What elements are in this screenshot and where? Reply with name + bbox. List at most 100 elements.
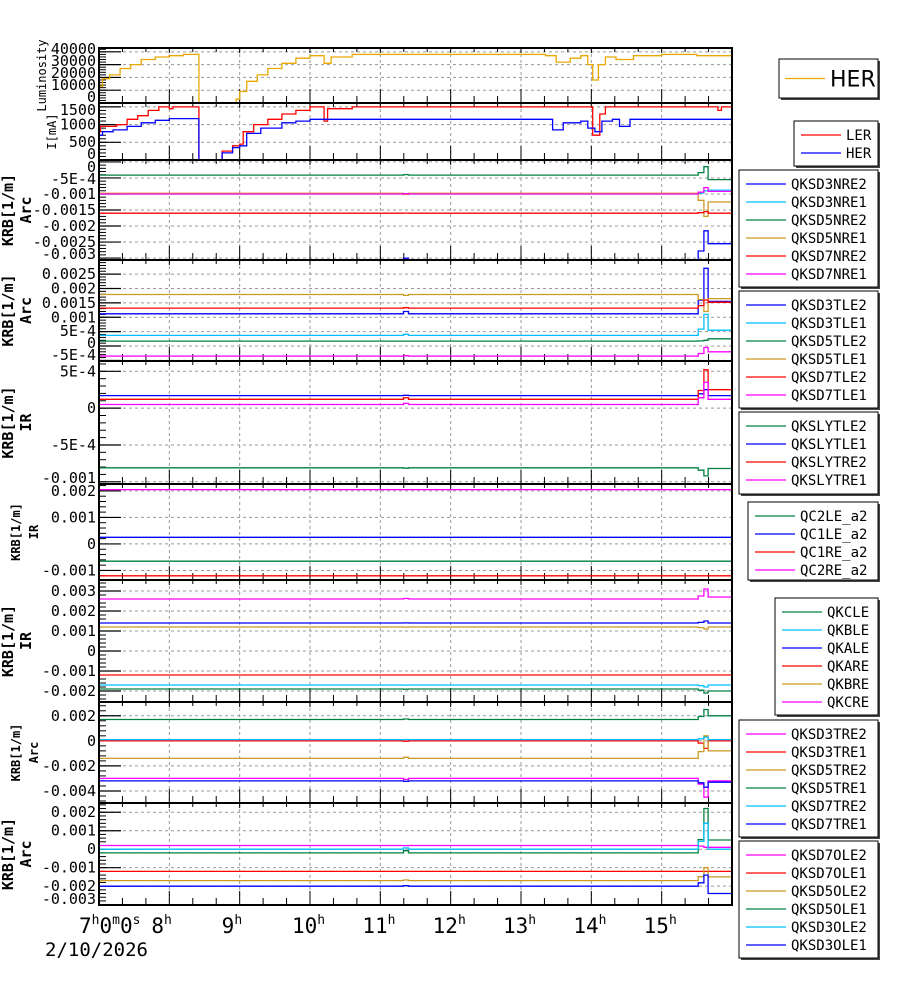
- legend-label: QKSD5OLE2: [791, 884, 867, 900]
- series-line-QKSD5TLE2: [99, 338, 732, 342]
- y-tick-label: 10000: [51, 76, 96, 94]
- legend-label: QC1RE_a2: [800, 545, 867, 561]
- series-line-QKSLYTLE2: [99, 467, 732, 477]
- series-line-QKSD3TRE2: [99, 777, 732, 798]
- legend-label: QKSD7TRE1: [791, 817, 867, 833]
- legend-label: QKSLYTRE1: [791, 473, 867, 489]
- panel-ir-qk: 0.003 0.002 0.001 0 -0.001 -0.002 KRB[1/m] IR: [0, 579, 733, 703]
- y-tick-label: 0.001: [51, 508, 96, 526]
- series-line-QKSD7NRE2: [99, 210, 732, 214]
- legend-label: QKSD5NRE1: [791, 231, 867, 247]
- x-tick-label: 7h0m0s: [79, 913, 140, 938]
- legend-box: [738, 840, 879, 959]
- series-line-QKSD3TLE2: [99, 267, 732, 315]
- series-line-QKSD5TLE1: [99, 293, 732, 313]
- legend-box: [738, 169, 879, 288]
- y-tick-label: -5E-4: [51, 436, 96, 454]
- x-axis-labels: 7h0m0s 8h 9h 10h 11h 12h 13h 14h 15h 2/10/2026: [45, 913, 677, 961]
- legend-label: QKSD7TLE2: [791, 370, 867, 386]
- series-line-QKSD5OLE1: [99, 807, 732, 854]
- legend-label: QKSD7TRE2: [791, 799, 867, 815]
- y-axis-title: KRB[1/m]: [0, 174, 17, 246]
- legend-label: QKSD3NRE2: [791, 177, 867, 193]
- panel-frame: [98, 579, 733, 703]
- y-axis-title: KRB[1/m]: [0, 605, 17, 677]
- y-axis-title: Luminosity: [35, 39, 49, 111]
- y-tick-label: 0: [87, 642, 96, 660]
- x-tick-label: 10h: [292, 913, 325, 938]
- legend-label: QKSD3OLE2: [791, 920, 867, 936]
- y-axis-title: KRB[1/m]: [0, 818, 17, 890]
- y-tick-label: 0: [87, 535, 96, 553]
- y-tick-label: -0.001: [42, 469, 96, 487]
- y-tick-label: -5E-4: [51, 346, 96, 364]
- legend-box: [738, 290, 879, 409]
- y-axis-title: IR: [17, 413, 35, 432]
- y-axis-title: Arc: [17, 840, 35, 867]
- y-tick-label: 0.002: [51, 803, 96, 821]
- legend-label: QC2RE_a2: [800, 563, 867, 579]
- y-tick-label: -0.001: [42, 561, 96, 579]
- legend-label: QKBLE: [827, 623, 869, 639]
- x-tick-label: 13h: [503, 913, 536, 938]
- legend-label: LER: [846, 128, 872, 144]
- series-line-HER: [99, 117, 732, 160]
- y-axis-title: KRB[1/m]: [9, 503, 23, 561]
- legend-label: HER: [846, 146, 872, 162]
- y-tick-label: 40000: [51, 40, 96, 58]
- legend-label: QC1LE_a2: [800, 527, 867, 543]
- y-tick-label: 0.002: [51, 482, 96, 500]
- panel-arc-nr: 0-5E-4-0.001-0.0015-0.002-0.0025-0.003 KR…: [0, 158, 733, 263]
- y-tick-label: -0.001: [42, 859, 96, 877]
- legend-arc-nr: QKSD3NRE2 QKSD3NRE1 QKSD5NRE2 QKSD5NRE1 QKSD…: [738, 169, 880, 289]
- legend-label: QKSD5OLE1: [791, 902, 867, 918]
- series-line-QKALE: [99, 620, 732, 624]
- y-tick-label: 0: [87, 840, 96, 858]
- panel-frame: [98, 802, 733, 906]
- y-tick-label: 0: [87, 732, 96, 750]
- legend-label: QKSD5TRE1: [791, 781, 867, 797]
- legend-label: QKCLE: [827, 605, 869, 621]
- y-tick-label: 0: [87, 145, 96, 163]
- legend-arc-ol: QKSD7OLE2 QKSD7OLE1 QKSD5OLE2 QKSD5OLE1 QKSD…: [738, 840, 880, 960]
- series-line-QKSLYTRE1: [99, 381, 732, 406]
- panel-frame: [98, 360, 733, 485]
- y-tick-label: -0.002: [42, 682, 96, 700]
- series-line-QKSD5TRE2: [99, 735, 732, 760]
- x-tick-label: 11h: [362, 913, 395, 938]
- legend-label: QKSD3TLE1: [791, 316, 867, 332]
- series-line-QKSD7TRE2: [99, 736, 732, 741]
- y-axis-title: KRB[1/m]: [0, 386, 17, 458]
- y-tick-label: 1000: [60, 116, 96, 134]
- legend-label: QKSD7OLE1: [791, 866, 867, 882]
- y-axis-title: I[mA]: [45, 113, 59, 149]
- series-line-QKSLYTRE2: [99, 369, 732, 400]
- panel-arc-tr: 0.002 0 -0.002 -0.004 KRB[1/m] Arc: [9, 701, 733, 804]
- series-line-QKSD3TRE1: [99, 740, 732, 750]
- legend-box: [738, 719, 879, 838]
- y-tick-label: 0.0015: [42, 294, 96, 312]
- y-tick-label: -5E-4: [51, 170, 96, 188]
- legend-luminosity: HER: [778, 58, 880, 100]
- y-tick-label: -0.0025: [33, 233, 96, 251]
- legend-arc-tr: QKSD3TRE2 QKSD3TRE1 QKSD5TRE2 QKSD5TRE1 QKSD…: [738, 719, 880, 839]
- series-line-QKSD7TRE1: [99, 780, 732, 788]
- y-tick-label: 5E-4: [60, 362, 96, 380]
- legend-label: QKSLYTLE1: [791, 437, 867, 453]
- legend-label: QKSD5TLE2: [791, 334, 867, 350]
- series-line-QKSD7OLE2: [99, 844, 732, 848]
- y-tick-label: -0.003: [42, 245, 96, 263]
- y-tick-label: -0.002: [42, 217, 96, 235]
- y-tick-label: 0: [87, 88, 96, 106]
- series-line-QKCLE: [99, 688, 732, 694]
- y-tick-label: -0.0015: [33, 201, 96, 219]
- date-label: 2/10/2026: [45, 939, 148, 961]
- y-tick-label: 0.0025: [42, 265, 96, 283]
- legend-label: QKSD7NRE2: [791, 249, 867, 265]
- panel-frame: [98, 701, 733, 804]
- x-tick-label: 15h: [644, 913, 677, 938]
- legend-label: QKSLYTRE2: [791, 455, 867, 471]
